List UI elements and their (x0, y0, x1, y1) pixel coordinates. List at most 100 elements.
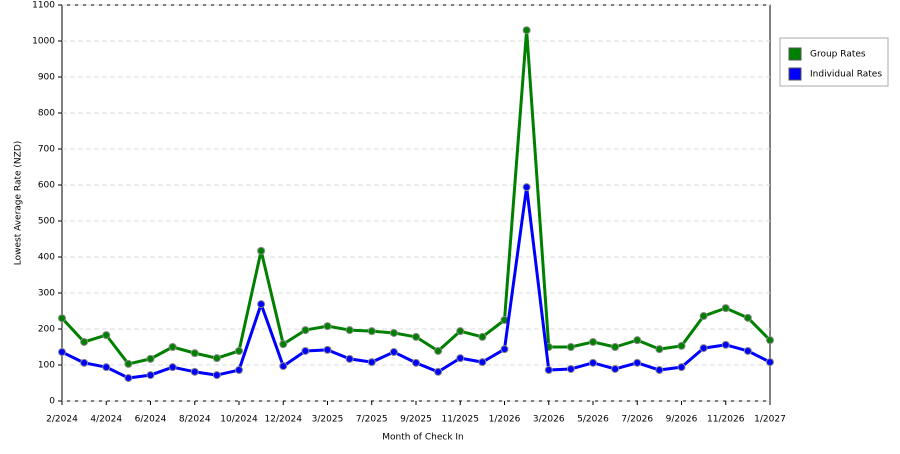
data-point (500, 345, 509, 354)
data-point (655, 345, 664, 354)
data-point (655, 366, 664, 375)
legend-label: Group Rates (810, 50, 866, 60)
x-tick-label: 4/2024 (90, 415, 122, 425)
x-tick-label: 6/2024 (135, 415, 167, 425)
data-point (743, 346, 752, 355)
data-point (633, 336, 642, 345)
data-point (743, 313, 752, 322)
data-point (522, 183, 531, 192)
data-point (124, 359, 133, 368)
x-tick-label: 10/2024 (220, 415, 258, 425)
data-point (434, 346, 443, 355)
data-point (102, 331, 111, 340)
data-point (323, 322, 332, 331)
data-point (566, 364, 575, 373)
data-point (279, 340, 288, 349)
data-point (58, 314, 66, 323)
data-point (345, 354, 354, 363)
grid: 0 100 200 300 400 500 600 700 800 900 1000 1100 2/20… (32, 1, 786, 425)
data-point (633, 358, 642, 367)
y-axis-label: Lowest Average Rate (NZD) (14, 141, 24, 266)
data-point (566, 343, 575, 351)
x-tick-label: 3/2025 (312, 415, 344, 425)
legend: Group Rates Individual Rates (779, 37, 889, 87)
data-point (168, 363, 177, 372)
x-tick-label: 1/2026 (489, 415, 521, 425)
series-line (60, 28, 772, 366)
data-point (611, 364, 620, 373)
data-point (345, 326, 354, 335)
data-point (456, 354, 465, 363)
data-point (766, 336, 774, 345)
y-tick-label: 500 (38, 217, 55, 227)
data-point (257, 300, 266, 309)
data-point (367, 358, 376, 367)
data-point (412, 358, 420, 367)
x-tick-label: 7/2025 (356, 415, 388, 425)
data-point (58, 348, 66, 357)
y-tick-label: 200 (38, 325, 55, 335)
data-point (146, 354, 155, 363)
data-point (456, 327, 465, 336)
y-tick-label: 0 (49, 397, 55, 407)
data-point (146, 371, 155, 380)
marks (58, 26, 774, 382)
data-point (412, 332, 420, 341)
x-tick-label: 11/2025 (442, 415, 479, 425)
x-tick-label: 7/2026 (621, 415, 653, 425)
x-tick-label: 11/2026 (707, 415, 745, 425)
data-point (721, 340, 730, 349)
data-point (721, 304, 730, 313)
data-point (389, 328, 398, 337)
y-tick-label: 300 (38, 289, 55, 299)
legend-label: Individual Rates (810, 70, 882, 80)
legend-swatch (788, 67, 802, 81)
data-point (212, 371, 221, 380)
data-point (301, 326, 310, 335)
data-point (699, 344, 708, 353)
data-point (677, 341, 686, 350)
data-point (279, 362, 288, 371)
data-point (589, 337, 597, 346)
data-point (80, 358, 89, 367)
data-point (766, 358, 774, 367)
y-tick-label: 1100 (32, 1, 55, 11)
data-point (522, 26, 531, 35)
x-tick-label: 9/2026 (666, 415, 698, 425)
data-point (478, 332, 487, 341)
data-point (677, 363, 686, 372)
data-point (589, 358, 597, 367)
plot-frame (61, 4, 771, 402)
data-point (611, 343, 620, 351)
data-point (301, 346, 310, 355)
x-axis-label: Month of Check In (382, 433, 464, 443)
data-point (323, 345, 332, 354)
data-point (102, 363, 111, 372)
data-point (168, 343, 177, 351)
x-tick-label: 5/2026 (577, 415, 609, 425)
data-point (478, 358, 487, 367)
y-tick-label: 1000 (32, 37, 55, 47)
data-point (212, 354, 221, 363)
y-tick-label: 400 (38, 253, 55, 263)
x-tick-label: 12/2024 (265, 415, 303, 425)
x-tick-label: 1/2027 (754, 415, 786, 425)
data-point (389, 348, 398, 357)
x-tick-label: 9/2025 (400, 415, 432, 425)
data-point (124, 373, 133, 382)
y-tick-label: 100 (38, 361, 55, 371)
data-point (235, 346, 243, 355)
data-point (257, 246, 266, 255)
data-point (434, 367, 443, 376)
data-point (544, 366, 553, 375)
data-point (367, 327, 376, 336)
x-tick-label: 8/2024 (179, 415, 211, 425)
data-point (80, 337, 89, 346)
x-tick-label: 2/2024 (46, 415, 78, 425)
data-point (699, 312, 708, 321)
y-tick-label: 900 (38, 73, 55, 83)
legend-swatch (788, 47, 802, 61)
data-point (190, 367, 199, 376)
y-tick-label: 700 (38, 145, 55, 155)
